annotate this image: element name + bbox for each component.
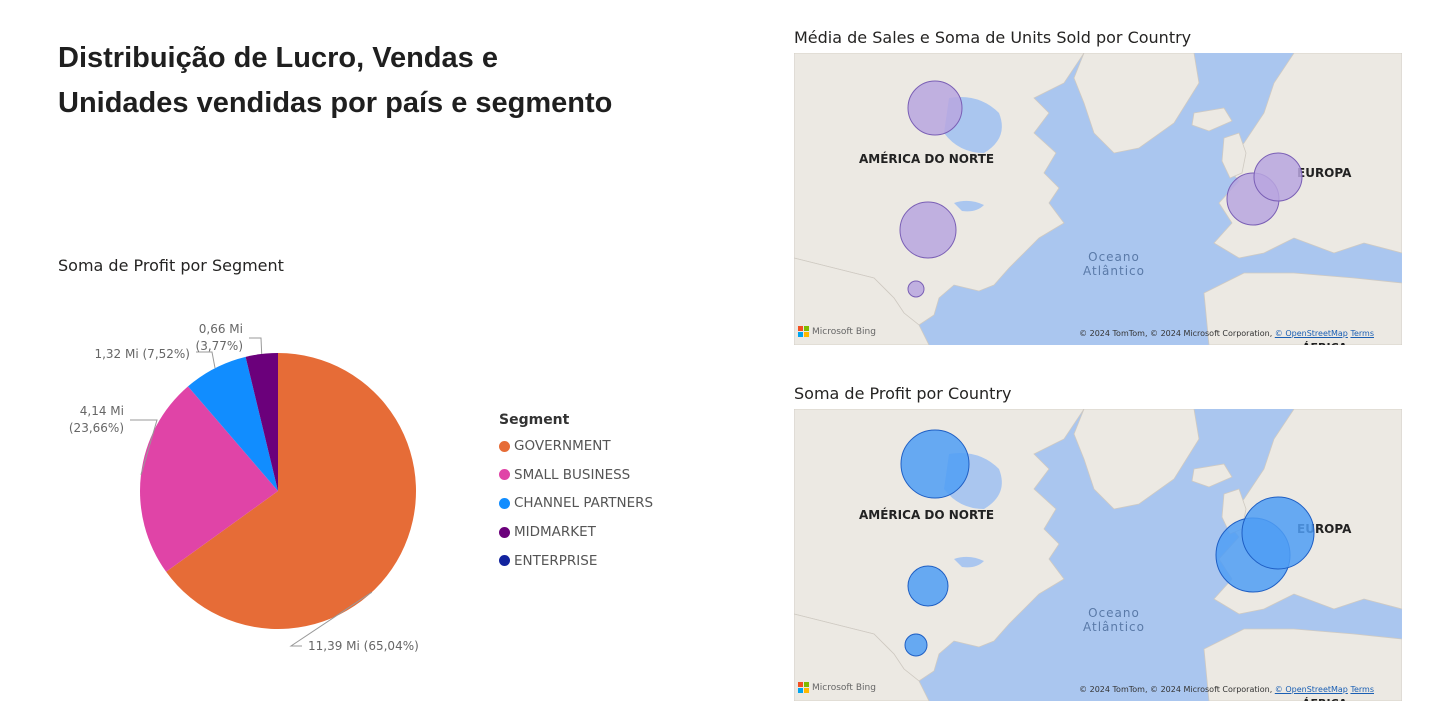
leader-line-government — [289, 591, 373, 647]
bing-label: Microsoft Bing — [812, 326, 876, 337]
legend-marker — [499, 469, 510, 481]
legend-item-midmarket[interactable]: MIDMARKET — [499, 518, 653, 547]
terms-link[interactable]: Terms — [1350, 329, 1374, 338]
data-label-small-business-pct: (23,66%) — [69, 421, 124, 435]
legend-marker — [499, 497, 510, 509]
bubble-united-states-of-america[interactable] — [907, 565, 949, 607]
ocean-label-line1: Oceano — [1088, 250, 1140, 264]
leader-line-channel-partners — [196, 351, 216, 369]
region-label-north-america: AMÉRICA DO NORTE — [859, 151, 994, 166]
page-title-line1: Distribuição de Lucro, Vendas e — [58, 42, 498, 74]
bing-label: Microsoft Bing — [812, 682, 876, 693]
region-label-africa: ÁFRICA — [1302, 341, 1348, 345]
data-label-government: 11,39 Mi (65,04%) — [308, 639, 419, 653]
ocean-label-line1: Oceano — [1088, 606, 1140, 620]
legend-label: MIDMARKET — [514, 524, 596, 541]
legend-item-small-business[interactable]: SMALL BUSINESS — [499, 461, 653, 490]
legend-label: SMALL BUSINESS — [514, 466, 631, 483]
pie-slice-channel-partners[interactable] — [187, 356, 278, 491]
page-title-line2: Unidades vendidas por país e segmento — [58, 87, 613, 119]
leader-line-small-business — [130, 419, 158, 475]
legend-title: Segment — [499, 412, 570, 428]
bubble-mexico[interactable] — [907, 280, 925, 298]
openstreetmap-link[interactable]: © OpenStreetMap — [1274, 329, 1348, 338]
legend-marker — [499, 440, 510, 452]
ocean-label-line2: Atlântico — [1083, 620, 1145, 634]
data-label-midmarket-value: 0,66 Mi — [199, 322, 243, 336]
ocean-label-line2: Atlântico — [1083, 264, 1145, 278]
region-label-africa: ÁFRICA — [1302, 697, 1348, 701]
page-title: Distribuição de Lucro, Vendas e Unidades… — [58, 36, 738, 126]
bubble-canada[interactable] — [900, 429, 970, 499]
terms-link[interactable]: Terms — [1350, 685, 1374, 694]
pie-chart-title: Soma de Profit por Segment — [58, 256, 284, 275]
bubble-germany[interactable] — [1241, 496, 1315, 570]
land-masses — [794, 409, 1402, 701]
region-label-north-america: AMÉRICA DO NORTE — [859, 507, 994, 522]
microsoft-bing-logo: Microsoft Bing — [798, 682, 876, 693]
pie-legend: Segment GOVERNMENT SMALL BUSINESS CHANNEL … — [499, 412, 653, 575]
region-label-europe: EUROPA — [1297, 166, 1352, 180]
legend-label: ENTERPRISE — [514, 552, 598, 569]
bubble-canada[interactable] — [907, 80, 963, 136]
map-canvas: AMÉRICA DO NORTEEUROPAOceanoAtlânticoÁFR… — [794, 409, 1402, 701]
pie-slice-midmarket[interactable] — [245, 353, 278, 491]
openstreetmap-link[interactable]: © OpenStreetMap — [1274, 685, 1348, 694]
map-attribution: © 2024 TomTom, © 2024 Microsoft Corporat… — [1079, 329, 1374, 338]
land-masses — [794, 53, 1402, 345]
bubble-united-states-of-america[interactable] — [899, 201, 957, 259]
attribution-text: © 2024 TomTom, © 2024 Microsoft Corporat… — [1079, 329, 1275, 338]
pie-chart: 11,39 Mi (65,04%) 4,14 Mi (23,66%) 1,32 Mi … — [69, 322, 419, 653]
legend-item-enterprise[interactable]: ENTERPRISE — [499, 546, 653, 575]
bubble-mexico[interactable] — [904, 633, 928, 657]
pie-slice-government[interactable] — [166, 353, 416, 629]
legend-item-government[interactable]: GOVERNMENT — [499, 432, 653, 461]
pie-slice-small-business[interactable] — [140, 386, 278, 572]
legend-label: GOVERNMENT — [514, 438, 611, 455]
microsoft-logo-icon — [798, 326, 809, 337]
data-label-midmarket-pct: (3,77%) — [196, 339, 243, 353]
microsoft-logo-icon — [798, 682, 809, 693]
data-label-small-business-value: 4,14 Mi — [80, 404, 124, 418]
map-attribution: © 2024 TomTom, © 2024 Microsoft Corporat… — [1079, 685, 1374, 694]
legend-marker — [499, 555, 510, 567]
legend-marker — [499, 526, 510, 538]
bubble-germany[interactable] — [1253, 152, 1303, 202]
map2-bubble-map[interactable]: AMÉRICA DO NORTEEUROPAOceanoAtlânticoÁFR… — [794, 409, 1402, 701]
data-label-channel-partners: 1,32 Mi (7,52%) — [94, 347, 190, 361]
attribution-text: © 2024 TomTom, © 2024 Microsoft Corporat… — [1079, 685, 1275, 694]
legend-label: CHANNEL PARTNERS — [514, 495, 654, 512]
map2-title: Soma de Profit por Country — [794, 384, 1012, 403]
legend-item-channel-partners[interactable]: CHANNEL PARTNERS — [499, 489, 653, 518]
map1-title: Média de Sales e Soma de Units Sold por … — [794, 28, 1192, 47]
leader-line-midmarket — [249, 337, 263, 354]
microsoft-bing-logo: Microsoft Bing — [798, 326, 876, 337]
